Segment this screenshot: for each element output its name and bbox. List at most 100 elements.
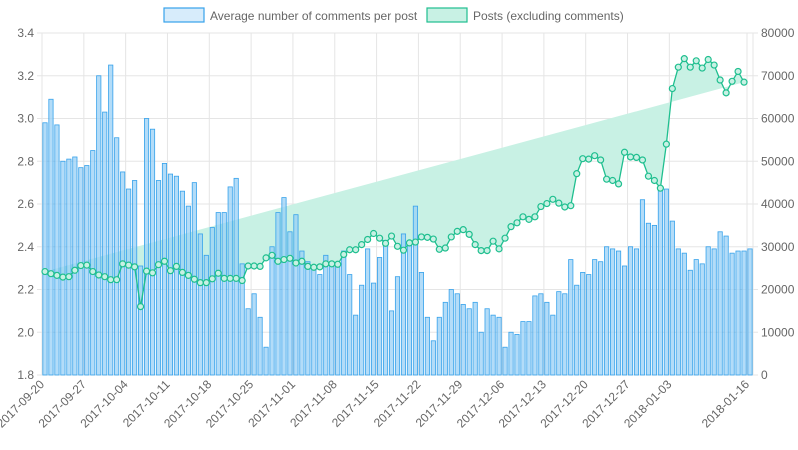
- bar: [293, 214, 299, 376]
- bar: [687, 269, 693, 376]
- y-right-tick-label: 70000: [761, 69, 795, 83]
- area-layer: [44, 58, 745, 307]
- bar: [430, 340, 436, 376]
- bar: [365, 248, 371, 376]
- bar: [502, 346, 508, 376]
- posts-point: [668, 84, 676, 93]
- bar: [514, 333, 520, 376]
- posts-point: [620, 148, 629, 156]
- posts-point: [101, 273, 109, 281]
- posts-point: [119, 260, 127, 268]
- posts-point: [656, 184, 664, 192]
- posts-point: [125, 261, 133, 269]
- bar: [639, 199, 646, 376]
- posts-point: [334, 260, 342, 268]
- posts-point: [310, 263, 318, 271]
- bar: [562, 293, 568, 376]
- bar: [42, 122, 48, 376]
- posts-point: [172, 262, 181, 271]
- bar: [663, 188, 669, 376]
- posts-point: [519, 213, 527, 221]
- bar: [394, 276, 401, 376]
- posts-point: [471, 241, 479, 249]
- posts-point: [435, 245, 443, 253]
- posts-point: [202, 279, 210, 287]
- posts-point: [608, 176, 617, 185]
- posts-point: [154, 261, 163, 269]
- posts-point: [591, 152, 599, 160]
- posts-point: [95, 271, 103, 279]
- posts-point: [579, 155, 587, 163]
- posts-point: [268, 251, 276, 259]
- posts-point: [89, 267, 97, 276]
- bar: [460, 304, 466, 376]
- bar: [693, 259, 699, 376]
- bar: [251, 293, 257, 376]
- bar: [72, 156, 78, 376]
- bar: [532, 295, 538, 376]
- bar: [400, 233, 407, 376]
- y-right-tick-label: 10000: [761, 325, 795, 339]
- bar: [371, 282, 377, 376]
- posts-point: [614, 180, 623, 188]
- bar: [221, 212, 227, 376]
- bar: [741, 250, 747, 376]
- posts-point: [178, 268, 187, 276]
- bar: [359, 284, 365, 376]
- posts-point: [447, 233, 455, 241]
- posts-point: [238, 276, 246, 285]
- y-right-tick-label: 60000: [761, 112, 795, 126]
- posts-point: [501, 234, 509, 242]
- posts-point: [226, 274, 234, 282]
- bar: [526, 321, 532, 376]
- posts-point: [632, 153, 641, 161]
- bar: [382, 239, 389, 376]
- y-right-tick-label: 20000: [761, 283, 795, 297]
- bar: [138, 265, 144, 376]
- bar: [586, 274, 592, 376]
- bar: [424, 316, 430, 376]
- legend-item-area[interactable]: Posts (excluding comments): [426, 7, 624, 23]
- posts-point: [136, 303, 145, 311]
- bar: [209, 227, 215, 376]
- posts-point: [41, 267, 49, 276]
- posts-point: [274, 257, 282, 265]
- y-left-tick-label: 2.0: [17, 325, 34, 339]
- bar: [454, 293, 460, 376]
- bar: [406, 244, 412, 376]
- y-left-tick-label: 1.8: [17, 368, 34, 382]
- posts-point: [603, 175, 611, 183]
- bar: [520, 321, 526, 376]
- posts-point: [196, 279, 204, 287]
- bar: [442, 301, 448, 376]
- posts-point: [459, 226, 467, 234]
- posts-point: [543, 199, 551, 208]
- posts-point: [59, 273, 67, 281]
- posts-point: [453, 227, 461, 235]
- posts-point: [232, 274, 240, 282]
- posts-point: [650, 176, 659, 185]
- y-left-tick-label: 2.2: [17, 283, 34, 297]
- bar: [556, 291, 562, 376]
- bar: [388, 310, 395, 376]
- posts-point: [77, 261, 85, 270]
- posts-point: [131, 263, 139, 271]
- posts-point: [352, 246, 360, 254]
- bar: [496, 316, 502, 376]
- legend-item-bars[interactable]: Average number of comments per post: [163, 7, 418, 23]
- bar: [448, 289, 454, 376]
- bar: [604, 246, 610, 376]
- bar: [633, 248, 640, 376]
- bar: [161, 162, 168, 376]
- posts-point: [405, 239, 414, 247]
- posts-point: [734, 67, 742, 76]
- posts-point: [429, 235, 437, 243]
- legend-label-bars: Average number of comments per post: [210, 9, 418, 23]
- bar: [96, 75, 102, 376]
- posts-point: [686, 63, 694, 71]
- bar: [173, 175, 179, 376]
- posts-point: [692, 57, 700, 65]
- posts-point: [567, 202, 575, 210]
- posts-point: [346, 246, 354, 254]
